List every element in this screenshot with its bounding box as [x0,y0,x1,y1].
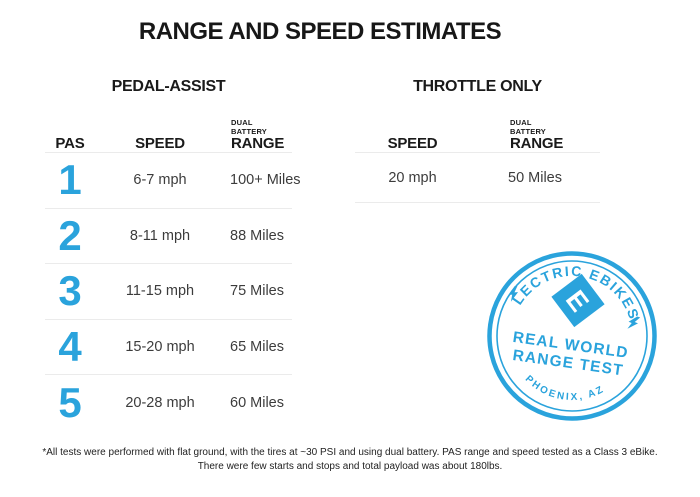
throttle-only-heading: THROTTLE ONLY [413,78,542,95]
column-header-range: DUAL BATTERY RANGE [510,118,563,152]
dual-battery-note-line2: BATTERY [510,127,546,136]
column-header-pas: PAS [55,135,85,152]
pedal-assist-heading: PEDAL-ASSIST [111,78,226,95]
table-row: 3 11-15 mph 75 Miles [45,263,292,319]
range-word: RANGE [510,135,564,152]
range-word: RANGE [231,135,285,152]
speed-value: 6-7 mph [133,172,187,189]
pas-level: 4 [58,323,82,371]
speed-value: 15-20 mph [125,339,195,356]
pas-level: 3 [58,267,82,315]
range-value: 100+ Miles [230,172,301,189]
column-header-speed: SPEED [135,135,185,152]
dual-battery-note-line1: DUAL [510,118,532,127]
pedal-assist-table: PEDAL-ASSIST PAS SPEED DUAL BATTERY RANG… [45,70,301,430]
lectric-diamond-logo: E [551,273,605,328]
footnote-line1: *All tests were performed with flat grou… [42,447,658,458]
badge-arc-bottom-text: PHOENIX, AZ [521,373,608,409]
table-row: 1 6-7 mph 100+ Miles [45,152,301,208]
column-header-speed: SPEED [387,135,438,152]
svg-text:PHOENIX, AZ: PHOENIX, AZ [521,373,608,409]
column-header-range: DUAL BATTERY RANGE [231,118,284,152]
lightning-bolt-icon [627,316,641,329]
pas-level: 2 [58,211,82,259]
page-title: RANGE AND SPEED ESTIMATES [138,18,502,45]
throttle-only-table: THROTTLE ONLY SPEED DUAL BATTERY RANGE 2… [355,70,600,210]
badge-outer-ring [487,251,657,421]
table-row: 2 8-11 mph 88 Miles [45,207,292,264]
speed-value: 11-15 mph [125,283,195,300]
throttle-only-rows: 20 mph 50 Miles [355,152,600,203]
throttle-only-header-row: SPEED DUAL BATTERY RANGE [355,104,600,152]
pas-level: 1 [58,156,82,204]
speed-value: 8-11 mph [129,227,191,244]
pedal-assist-rows: 1 6-7 mph 100+ Miles 2 8-11 mph 88 Miles… [45,152,301,430]
pedal-assist-header-row: PAS SPEED DUAL BATTERY RANGE [45,104,292,152]
range-test-stamp-badge: LECTRIC EBIKES PHOENIX, AZ E REAL WORLD … [487,251,657,421]
range-value: 75 Miles [230,283,284,300]
footnote: *All tests were performed with flat grou… [0,446,700,474]
speed-value: 20 mph [388,169,437,186]
table-row: 4 15-20 mph 65 Miles [45,318,292,375]
range-value: 88 Miles [230,227,284,244]
speed-value: 20-28 mph [125,394,195,411]
dual-battery-note-line2: BATTERY [231,127,267,136]
pas-level: 5 [58,378,82,426]
range-value: 60 Miles [230,394,284,411]
range-value: 50 Miles [508,169,562,186]
footnote-line2: There were few starts and stops and tota… [197,461,503,472]
badge-inner-ring [496,260,648,412]
table-row: 5 20-28 mph 60 Miles [45,374,292,430]
range-value: 65 Miles [230,339,284,356]
table-row: 20 mph 50 Miles [355,152,600,203]
lightning-bolt-icon [508,286,519,302]
dual-battery-note-line1: DUAL [231,118,253,127]
